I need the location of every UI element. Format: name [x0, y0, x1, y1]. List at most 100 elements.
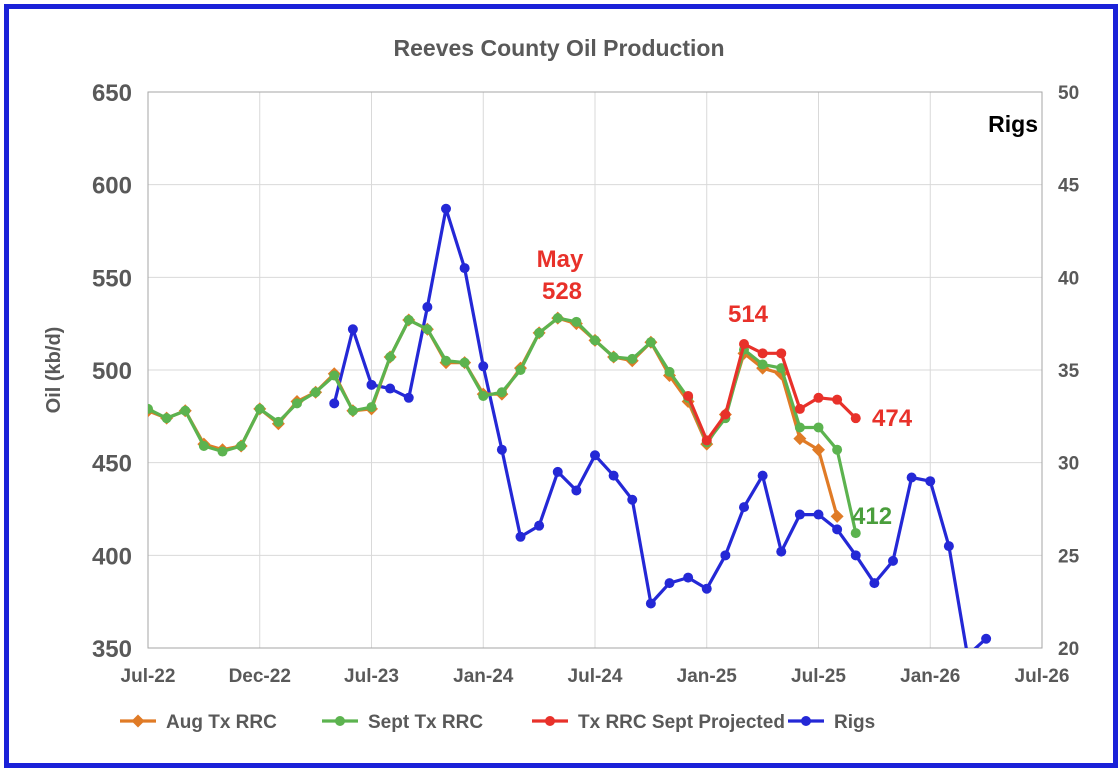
x-tick-label: Jul-25	[791, 666, 846, 687]
y-axis-title: Oil (kb/d)	[43, 327, 65, 414]
data-point	[664, 578, 675, 589]
data-point	[832, 524, 843, 535]
annotation-label: 412	[852, 503, 892, 530]
data-point	[850, 528, 861, 539]
data-point	[515, 531, 526, 542]
data-point	[739, 339, 749, 350]
y2-tick-label: 35	[1058, 361, 1080, 382]
data-point	[776, 546, 787, 557]
data-point	[813, 509, 824, 520]
x-tick-label: Jul-23	[344, 666, 399, 687]
data-point	[812, 443, 825, 457]
data-point	[366, 402, 377, 413]
data-point	[478, 361, 489, 372]
data-point	[273, 416, 284, 427]
data-point	[757, 359, 768, 370]
data-point	[701, 583, 712, 594]
data-point	[441, 203, 451, 214]
y-tick-label: 450	[92, 451, 132, 478]
series-0	[148, 311, 844, 523]
data-point	[830, 509, 844, 523]
data-point	[664, 366, 675, 377]
data-point	[906, 472, 917, 483]
gridlines	[147, 91, 1043, 649]
data-point	[832, 394, 843, 405]
data-point	[832, 444, 843, 455]
data-point	[254, 403, 265, 414]
x-tick-label: Jan-24	[453, 666, 514, 687]
data-point	[459, 357, 470, 368]
annotation-label: 514	[728, 301, 769, 328]
series-line	[148, 316, 839, 517]
data-point	[776, 348, 787, 359]
data-point	[645, 598, 656, 609]
x-tick-label: Dec-22	[229, 666, 291, 687]
data-point	[459, 263, 470, 274]
annotation-label: 474	[872, 405, 913, 432]
chart-frame	[4, 4, 1118, 768]
data-point	[720, 550, 731, 561]
data-point	[757, 470, 768, 481]
data-point	[148, 403, 153, 414]
data-point	[571, 485, 582, 496]
data-point	[850, 413, 861, 424]
data-point	[683, 390, 694, 401]
y2-tick-label: 30	[1058, 454, 1079, 475]
annotation-label: 528	[542, 278, 582, 305]
data-point	[794, 403, 805, 414]
y-tick-label: 650	[92, 80, 132, 107]
x-tick-label: Jul-26	[1015, 666, 1070, 687]
data-point	[850, 550, 861, 561]
data-point	[366, 379, 377, 390]
legend-label: Aug Tx RRC	[166, 712, 277, 733]
data-point	[329, 398, 340, 409]
data-point	[236, 440, 247, 451]
y-tick-label: 400	[92, 543, 132, 570]
data-point	[888, 555, 898, 566]
data-point	[720, 409, 731, 420]
data-point	[403, 314, 414, 325]
legend-item: Rigs	[788, 712, 875, 733]
y2-tick-label: 45	[1058, 176, 1080, 197]
data-point	[552, 313, 563, 324]
x-tick-label: Jul-24	[568, 666, 623, 687]
data-point	[590, 335, 600, 346]
y2-tick-label: 20	[1058, 639, 1079, 660]
legend: Aug Tx RRC Sept Tx RRC Tx RRC Sept Project…	[120, 712, 875, 733]
y-tick-label: 600	[92, 173, 132, 200]
data-point	[813, 422, 824, 433]
data-point	[329, 370, 340, 381]
data-point	[198, 440, 209, 451]
legend-item: Sept Tx RRC	[322, 712, 483, 733]
data-point	[422, 301, 433, 312]
data-point	[701, 435, 712, 446]
data-point	[385, 383, 396, 394]
data-point	[534, 520, 545, 531]
legend-label: Rigs	[834, 712, 875, 733]
legend-marker	[801, 716, 811, 726]
axis-labels: 350 400 450 500 550 600 650 20 25 30 35 40 45 50 Jul-2…	[92, 80, 1080, 687]
plot-area	[147, 91, 1043, 649]
legend-marker	[131, 714, 145, 728]
data-point	[571, 316, 582, 327]
legend-marker	[545, 716, 555, 726]
data-point	[645, 337, 656, 348]
data-point	[739, 502, 749, 513]
data-point	[310, 387, 321, 398]
data-point	[496, 444, 507, 455]
data-point	[180, 405, 191, 416]
data-point	[813, 392, 824, 403]
y2-axis-title: Rigs	[988, 111, 1038, 137]
data-point	[422, 324, 433, 335]
data-point	[794, 422, 805, 433]
data-point	[534, 327, 545, 338]
data-point	[292, 398, 302, 409]
data-point	[683, 572, 694, 583]
legend-marker	[335, 716, 345, 726]
data-point	[403, 392, 414, 403]
x-tick-label: Jan-26	[900, 666, 960, 687]
data-point	[590, 450, 600, 461]
legend-item: Aug Tx RRC	[120, 712, 277, 733]
data-point	[496, 387, 507, 398]
